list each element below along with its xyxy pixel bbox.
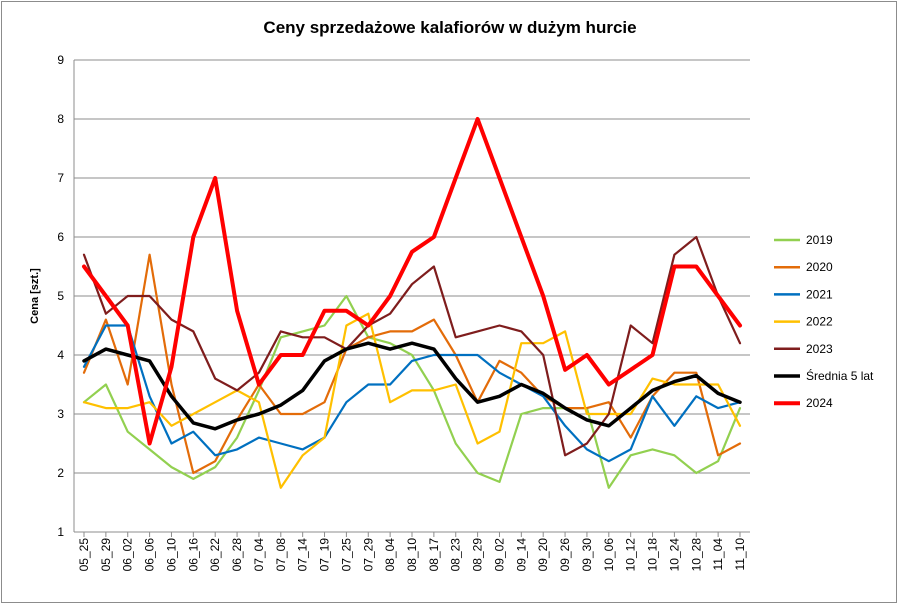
y-axis-label: Cena [szt.] — [29, 268, 41, 324]
x-tick-label: 11_04 — [711, 538, 725, 571]
y-tick-label: 4 — [57, 348, 64, 362]
x-tick-label: 10_06 — [602, 538, 616, 572]
x-tick-label: 08_04 — [383, 538, 397, 572]
x-tick-label: 10_24 — [667, 538, 681, 572]
x-tick-label: 07_25 — [339, 538, 353, 572]
x-tick-label: 06_02 — [121, 538, 135, 572]
y-tick-label: 7 — [57, 171, 64, 185]
x-tick-label: 05_29 — [99, 538, 113, 572]
series-line-6 — [82, 117, 742, 446]
series-line-2 — [82, 324, 742, 463]
legend-entry: 2022 — [806, 315, 833, 329]
y-tick-label: 8 — [57, 112, 64, 126]
x-tick-label: 07_08 — [274, 538, 288, 572]
x-tick-label: 06_16 — [186, 538, 200, 572]
x-tick-label: 10_28 — [689, 538, 703, 572]
x-tick-label: 06_10 — [164, 538, 178, 572]
x-tick-label: 05_25 — [77, 538, 91, 572]
x-tick-label: 07_14 — [296, 538, 310, 572]
x-tick-label: 08_29 — [471, 538, 485, 572]
legend-entry: 2019 — [806, 233, 833, 247]
legend-entry: 2023 — [806, 342, 833, 356]
x-tick-label: 06_06 — [143, 538, 157, 572]
x-tick-label: 09_30 — [580, 538, 594, 572]
x-tick-label: 06_22 — [208, 538, 222, 572]
chart-title: Ceny sprzedażowe kalafiorów w dużym hurc… — [263, 18, 637, 37]
x-tick-label: 06_28 — [230, 538, 244, 572]
x-tick-label: 08_10 — [405, 538, 419, 572]
x-tick-label: 10_12 — [624, 538, 638, 572]
x-tick-label: 09_20 — [536, 538, 550, 572]
x-tick-label: 08_17 — [427, 538, 441, 572]
x-tick-label: 10_18 — [646, 538, 660, 572]
x-tick-label: 11_10 — [733, 538, 747, 571]
series-line-1 — [82, 253, 742, 475]
series-line-0 — [82, 294, 742, 489]
x-tick-label: 07_29 — [361, 538, 375, 572]
x-tick-label: 09_14 — [514, 538, 528, 572]
y-tick-label: 5 — [57, 289, 64, 303]
x-tick-label: 08_23 — [449, 538, 463, 572]
legend-entry: Średnia 5 lat — [806, 368, 874, 383]
y-tick-label: 6 — [57, 230, 64, 244]
y-tick-label: 1 — [57, 525, 64, 539]
x-tick-label: 07_04 — [252, 538, 266, 572]
y-tick-label: 2 — [57, 466, 64, 480]
y-tick-label: 3 — [57, 407, 64, 421]
series-line-5 — [82, 341, 742, 431]
y-tick-label: 9 — [57, 53, 64, 67]
x-tick-label: 09_02 — [492, 538, 506, 572]
series-line-4 — [82, 235, 742, 457]
legend-entry: 2021 — [806, 287, 833, 301]
legend-entry: 2020 — [806, 260, 833, 274]
legend-entry: 2024 — [806, 396, 833, 410]
series-line-3 — [82, 312, 742, 489]
x-tick-label: 07_19 — [318, 538, 332, 572]
x-tick-label: 09_26 — [558, 538, 572, 572]
